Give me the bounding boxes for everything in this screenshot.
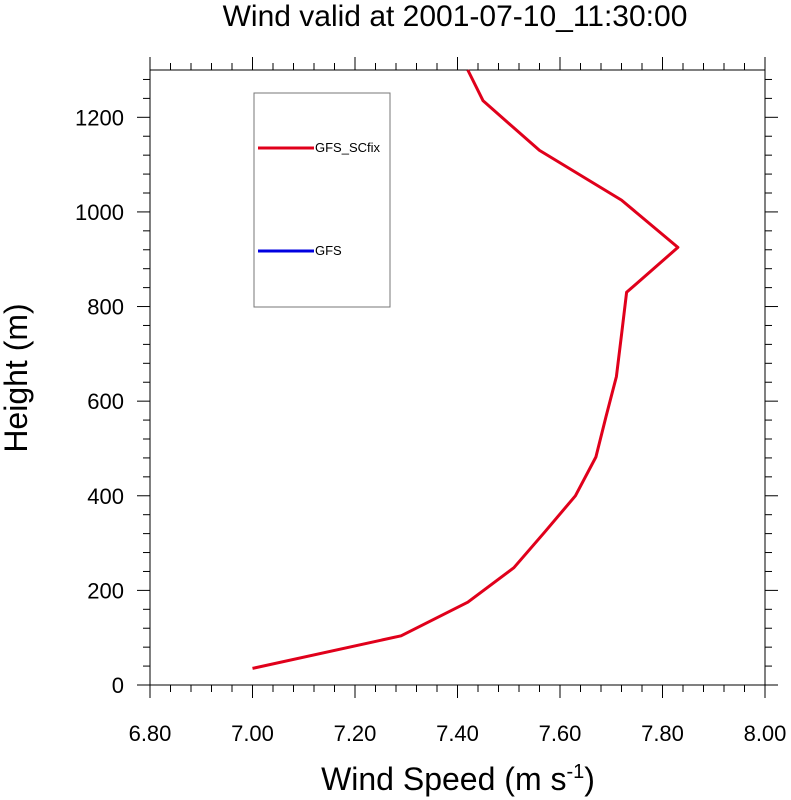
y-tick-label: 600 — [87, 389, 124, 414]
x-tick-label: 7.80 — [641, 721, 684, 746]
x-tick-label: 7.00 — [231, 721, 274, 746]
plot-frame — [149, 69, 766, 686]
y-tick-label: 400 — [87, 484, 124, 509]
x-axis-title-suffix: ) — [584, 761, 595, 797]
legend: GFS_SCfix GFS — [258, 140, 381, 258]
x-axis-title: Wind Speed (m s-1) — [321, 761, 595, 797]
y-tick-label: 0 — [112, 673, 124, 698]
y-tick-labels: 0 200 400 600 800 1000 1200 — [75, 105, 124, 698]
legend-box — [253, 92, 391, 308]
y-tick-label: 200 — [87, 578, 124, 603]
x-axis-title-superscript: -1 — [566, 761, 584, 783]
y-axis-title: Height (m) — [0, 303, 34, 452]
x-tick-label: 7.60 — [539, 721, 582, 746]
y-tick-label: 1000 — [75, 200, 124, 225]
x-tick-label: 7.40 — [436, 721, 479, 746]
chart-title: Wind valid at 2001-07-10_11:30:00 — [223, 0, 688, 33]
x-tick-label: 8.00 — [744, 721, 787, 746]
y-tick-label: 800 — [87, 295, 124, 320]
legend-label: GFS_SCfix — [315, 140, 381, 155]
series-layer — [252, 69, 680, 670]
x-axis-title-main: Wind Speed (m s — [321, 761, 566, 797]
x-tick-labels: 6.80 7.00 7.20 7.40 7.60 7.80 8.00 — [129, 721, 787, 746]
series-line-gfs-scfix — [252, 69, 680, 670]
legend-label: GFS — [315, 243, 342, 258]
x-tick-label: 7.20 — [334, 721, 377, 746]
x-tick-label: 6.80 — [129, 721, 172, 746]
y-tick-label: 1200 — [75, 105, 124, 130]
axis-ticks — [137, 57, 778, 698]
